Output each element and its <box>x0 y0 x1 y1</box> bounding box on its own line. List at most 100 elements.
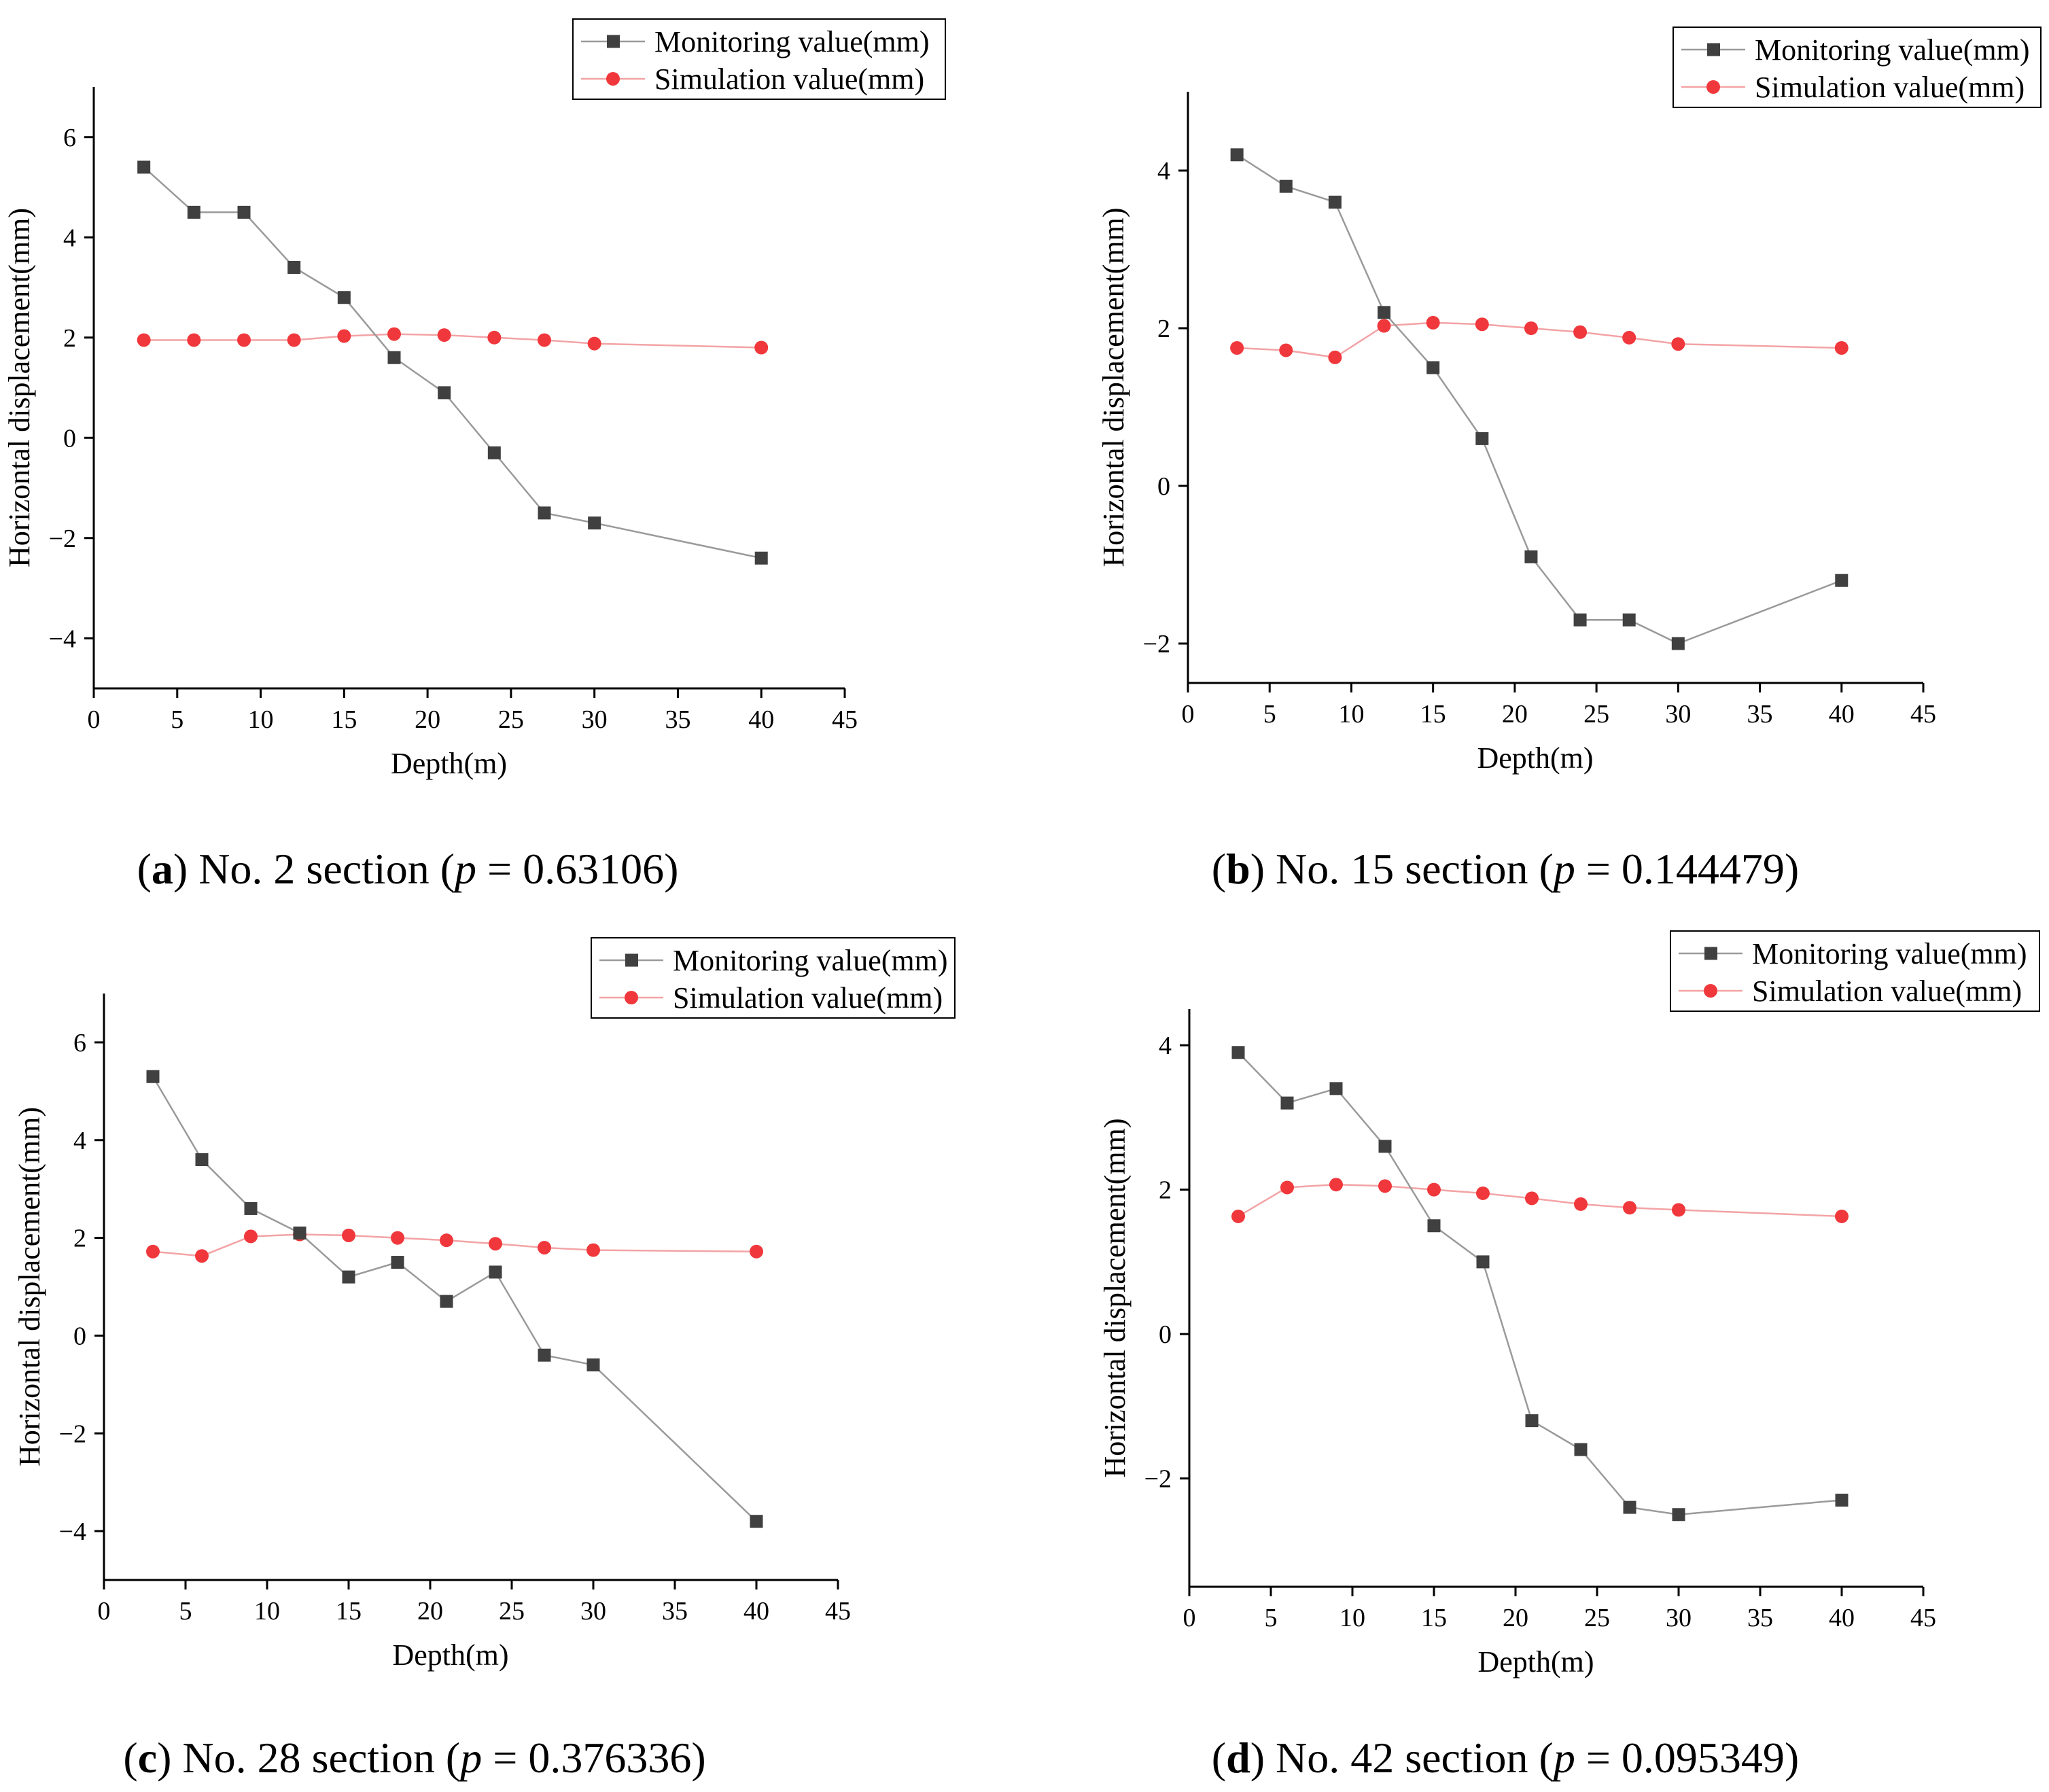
simulation-point <box>1835 1209 1849 1223</box>
x-tick-label: 25 <box>1584 1604 1610 1632</box>
simulation-point <box>750 1244 763 1259</box>
legend: Monitoring value(mm) Simulation value(mm) <box>591 937 956 1019</box>
x-tick-label: 10 <box>1338 700 1364 728</box>
x-tick-label: 15 <box>1421 1604 1447 1632</box>
caption-text: ) No. 42 section ( <box>1250 1734 1554 1782</box>
monitoring-point <box>1672 1508 1685 1522</box>
simulation-point <box>1426 315 1440 330</box>
monitoring-point <box>1525 1414 1539 1428</box>
legend-monitoring-marker <box>1707 43 1720 56</box>
simulation-point <box>187 333 201 347</box>
legend-box <box>591 937 956 1019</box>
x-tick-label: 0 <box>98 1597 111 1626</box>
x-tick-label: 5 <box>1265 1604 1278 1632</box>
monitoring-point <box>588 516 601 530</box>
monitoring-point <box>195 1153 209 1167</box>
x-tick-label: 35 <box>1747 1604 1773 1632</box>
caption-open-paren: ( <box>123 1734 137 1782</box>
y-tick-label: 0 <box>1157 472 1170 501</box>
legend-monitoring-label: Monitoring value(mm) <box>1752 937 2027 970</box>
y-tick-label: 2 <box>1159 1176 1172 1205</box>
x-tick-label: 35 <box>665 705 690 734</box>
y-tick-label: −2 <box>49 525 76 553</box>
caption-value: = 0.376336) <box>482 1734 705 1782</box>
panel-caption: (d) No. 42 section (p = 0.095349) <box>1212 1734 1799 1782</box>
x-tick-label: 40 <box>1829 1604 1855 1632</box>
monitoring-point <box>1426 361 1440 374</box>
monitoring-point <box>293 1226 307 1240</box>
monitoring-point <box>1378 1140 1392 1153</box>
simulation-point <box>1280 1180 1294 1195</box>
simulation-point <box>1378 1179 1392 1193</box>
monitoring-point <box>387 351 401 364</box>
panel-caption: (c) No. 28 section (p = 0.376336) <box>123 1734 705 1782</box>
caption-open-paren: ( <box>1212 1734 1226 1782</box>
legend-monitoring-marker <box>1704 947 1717 960</box>
simulation-point <box>1574 1197 1588 1211</box>
x-axis-label: Depth(m) <box>392 1638 508 1672</box>
legend-box <box>1673 27 2042 108</box>
caption-p: p <box>452 845 476 893</box>
monitoring-point <box>1231 1046 1245 1059</box>
y-tick-label: −2 <box>1144 1465 1172 1494</box>
legend-box <box>572 18 946 100</box>
legend-monitoring-label: Monitoring value(mm) <box>673 944 948 977</box>
panel-caption: (a) No. 2 section (p = 0.63106) <box>137 845 679 893</box>
simulation-point <box>440 1233 453 1248</box>
legend-simulation-label: Simulation value(mm) <box>673 981 943 1015</box>
caption-p: p <box>457 1734 482 1782</box>
legend-monitoring-label: Monitoring value(mm) <box>654 25 930 58</box>
simulation-point <box>1672 1203 1685 1217</box>
monitoring-point <box>1280 1096 1294 1110</box>
simulation-point <box>337 329 351 343</box>
x-tick-label: 15 <box>1420 700 1446 728</box>
simulation-point <box>1524 321 1538 335</box>
x-tick-label: 45 <box>825 1597 851 1626</box>
monitoring-point <box>146 1070 160 1083</box>
x-tick-label: 0 <box>1182 700 1195 728</box>
legend-simulation-label: Simulation value(mm) <box>1755 71 2025 104</box>
simulation-point <box>1623 1201 1636 1215</box>
monitoring-point <box>538 1348 551 1362</box>
y-tick-label: 2 <box>73 1225 86 1253</box>
legend-box <box>1670 930 2040 1012</box>
monitoring-series-line <box>143 166 762 559</box>
simulation-series-line <box>152 1233 757 1257</box>
y-tick-label: 4 <box>1159 1032 1172 1060</box>
caption-open-paren: ( <box>137 845 152 893</box>
monitoring-point <box>1328 195 1342 209</box>
x-tick-label: 0 <box>88 705 101 734</box>
monitoring-point <box>337 291 351 304</box>
simulation-series-line <box>1238 1183 1842 1218</box>
monitoring-point <box>1476 1255 1490 1269</box>
y-tick-label: 2 <box>63 324 76 353</box>
monitoring-point <box>244 1201 258 1215</box>
monitoring-point <box>1573 613 1587 627</box>
chart-panel-a: 0 5 10 15 20 25 30 35 40 45 −4 −2 0 2 4 6 Depth(m) Horizo… <box>3 18 946 893</box>
x-tick-label: 15 <box>336 1597 362 1626</box>
simulation-point <box>1230 341 1244 355</box>
simulation-series-line <box>1237 321 1842 359</box>
simulation-point <box>1329 1178 1343 1192</box>
monitoring-point <box>586 1358 600 1372</box>
simulation-point <box>1427 1182 1441 1197</box>
simulation-point <box>237 333 251 347</box>
monitoring-point <box>1671 637 1685 650</box>
monitoring-point <box>487 446 501 459</box>
simulation-point <box>287 333 301 347</box>
y-tick-label: 0 <box>1159 1320 1172 1349</box>
y-axis-label: Horizontal displacement(mm) <box>3 208 36 567</box>
y-tick-label: 4 <box>1157 157 1170 186</box>
monitoring-series-line <box>1236 154 1842 645</box>
y-tick-label: 0 <box>63 424 76 453</box>
x-tick-label: 20 <box>415 705 440 734</box>
monitoring-point <box>287 261 301 274</box>
monitoring-point <box>750 1515 763 1528</box>
caption-letter: a <box>152 845 173 893</box>
y-tick-label: 6 <box>73 1029 86 1057</box>
x-tick-label: 10 <box>248 705 274 734</box>
x-tick-label: 45 <box>1910 1604 1936 1632</box>
y-tick-label: 2 <box>1157 315 1170 343</box>
simulation-point <box>1377 319 1391 333</box>
